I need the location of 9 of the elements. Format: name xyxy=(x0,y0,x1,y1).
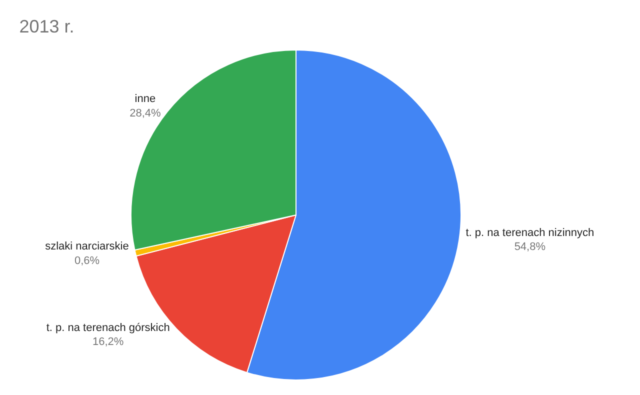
slice-label: t. p. na terenach górskich xyxy=(46,322,170,334)
data-label: 16,2% xyxy=(92,336,124,348)
slice-label: inne xyxy=(134,93,156,106)
slice-label: t. p. na terenach nizinnych xyxy=(466,226,594,239)
data-label: 0,6% xyxy=(74,254,100,267)
chart-title: 2013 r. xyxy=(19,16,74,36)
data-label: 54,8% xyxy=(514,241,546,254)
slice-label: szlaki narciarskie xyxy=(45,240,129,253)
data-label: 28,4% xyxy=(130,107,161,120)
